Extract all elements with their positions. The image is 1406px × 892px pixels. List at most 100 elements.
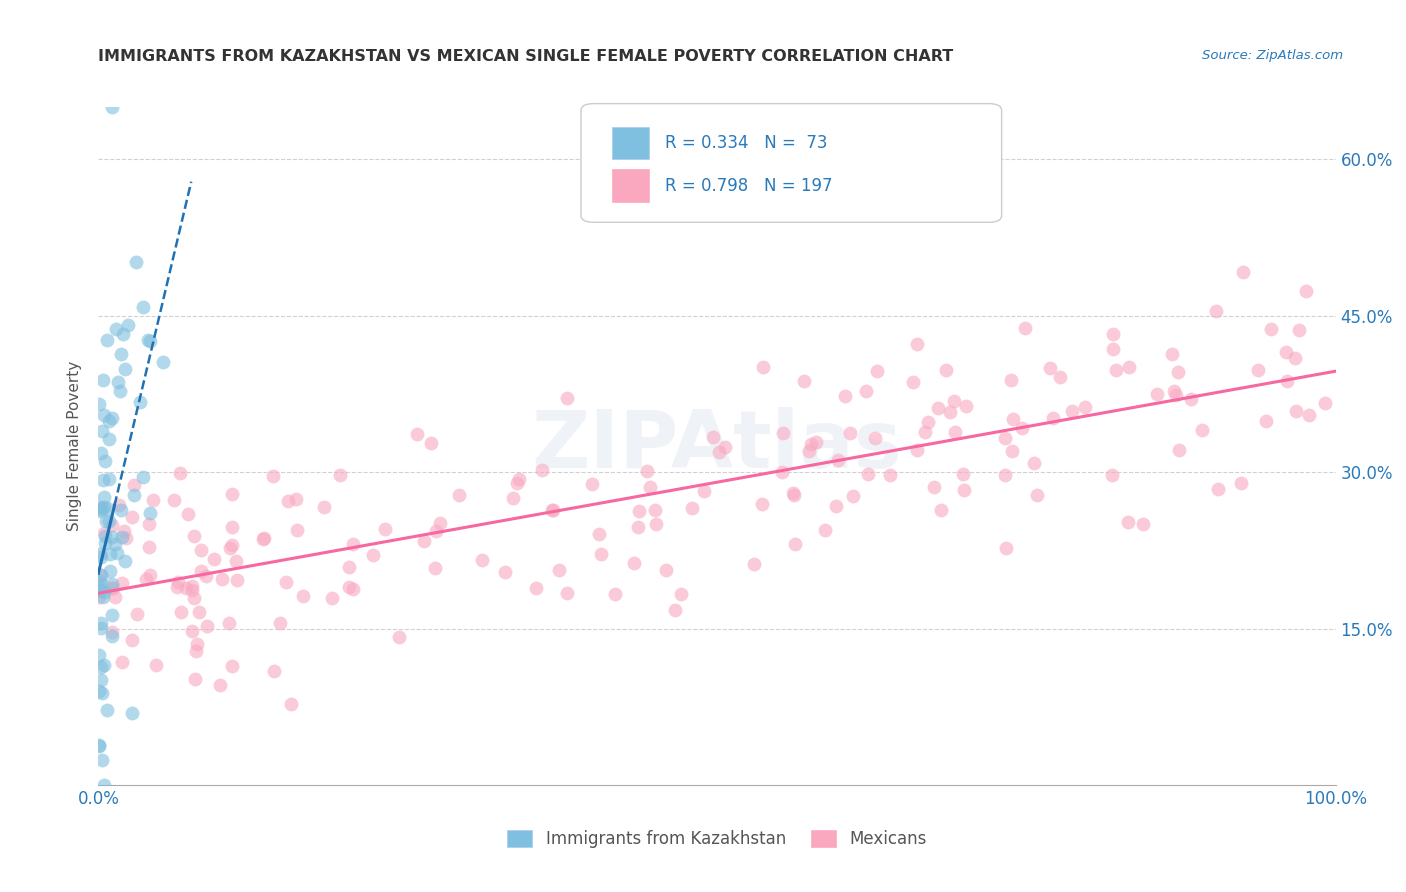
Point <box>907 337 929 351</box>
Point <box>429 516 451 530</box>
Point <box>87 581 110 595</box>
Point <box>505 476 527 491</box>
Y-axis label: Single Female Poverty: Single Female Poverty <box>67 361 83 531</box>
Point <box>93 778 115 792</box>
Point <box>638 480 661 494</box>
Point <box>124 477 146 491</box>
Point <box>98 564 121 578</box>
Point <box>107 376 129 390</box>
Point <box>145 657 167 672</box>
Point <box>994 541 1017 555</box>
Point <box>170 605 193 619</box>
Point <box>793 374 815 388</box>
Point <box>581 477 603 491</box>
Point <box>321 591 343 606</box>
Point <box>87 397 110 411</box>
Point <box>681 501 703 516</box>
Point <box>90 577 112 591</box>
Point <box>125 254 148 268</box>
Point <box>374 522 396 536</box>
Point <box>91 473 114 487</box>
Point <box>89 547 111 561</box>
Point <box>927 401 949 416</box>
Point <box>709 444 731 458</box>
Point <box>285 491 308 506</box>
Point <box>508 472 530 486</box>
Point <box>783 488 806 502</box>
Point <box>98 472 121 486</box>
Point <box>425 524 447 538</box>
Bar <box>612 169 650 202</box>
Point <box>114 554 136 568</box>
Point <box>1132 517 1154 532</box>
Point <box>110 503 132 517</box>
Point <box>502 491 524 506</box>
Point <box>1014 321 1036 335</box>
Point <box>280 697 302 711</box>
Point <box>117 318 139 332</box>
Point <box>292 589 315 603</box>
Point <box>588 527 610 541</box>
Point <box>93 525 115 540</box>
Point <box>1105 362 1128 376</box>
Point <box>413 534 436 549</box>
Point <box>329 468 352 483</box>
Point <box>1001 444 1024 458</box>
Point <box>797 443 820 458</box>
Point <box>1205 304 1227 318</box>
Point <box>101 607 124 622</box>
Point <box>89 504 111 518</box>
Point <box>104 322 127 336</box>
Point <box>1260 322 1282 336</box>
Point <box>342 582 364 597</box>
Point <box>129 395 152 409</box>
Point <box>100 577 122 591</box>
Point <box>93 491 115 505</box>
Point <box>1060 404 1083 418</box>
Point <box>190 543 212 558</box>
Point <box>929 503 952 517</box>
Text: Source: ZipAtlas.com: Source: ZipAtlas.com <box>1202 49 1343 62</box>
Point <box>138 540 160 554</box>
Point <box>89 738 111 752</box>
Point <box>524 581 547 595</box>
Point <box>218 615 240 630</box>
Point <box>865 364 887 378</box>
Point <box>181 624 204 638</box>
Point <box>181 583 204 598</box>
Point <box>1275 374 1298 388</box>
Point <box>406 427 429 442</box>
Point <box>90 615 112 630</box>
Point <box>1284 351 1306 366</box>
Point <box>90 568 112 582</box>
Point <box>420 436 443 450</box>
Point <box>1163 384 1185 398</box>
Point <box>90 446 112 460</box>
Point <box>277 494 299 508</box>
Point <box>131 469 153 483</box>
Point <box>91 500 114 515</box>
Point <box>955 399 977 413</box>
Point <box>89 502 111 516</box>
Point <box>96 703 118 717</box>
Point <box>782 486 804 500</box>
Legend: Immigrants from Kazakhstan, Mexicans: Immigrants from Kazakhstan, Mexicans <box>501 823 934 855</box>
Point <box>103 581 125 595</box>
Point <box>89 739 111 754</box>
Point <box>1042 411 1064 425</box>
Point <box>94 453 117 467</box>
Point <box>174 582 197 596</box>
Point <box>800 436 823 450</box>
Point <box>772 426 794 441</box>
Point <box>188 605 211 619</box>
Point <box>98 547 121 561</box>
Point <box>494 565 516 579</box>
Point <box>90 621 112 635</box>
Point <box>337 560 360 574</box>
Point <box>186 644 208 658</box>
Point <box>226 573 249 587</box>
Point <box>169 467 191 481</box>
Point <box>101 530 124 544</box>
Point <box>1146 387 1168 401</box>
Point <box>1049 370 1071 384</box>
